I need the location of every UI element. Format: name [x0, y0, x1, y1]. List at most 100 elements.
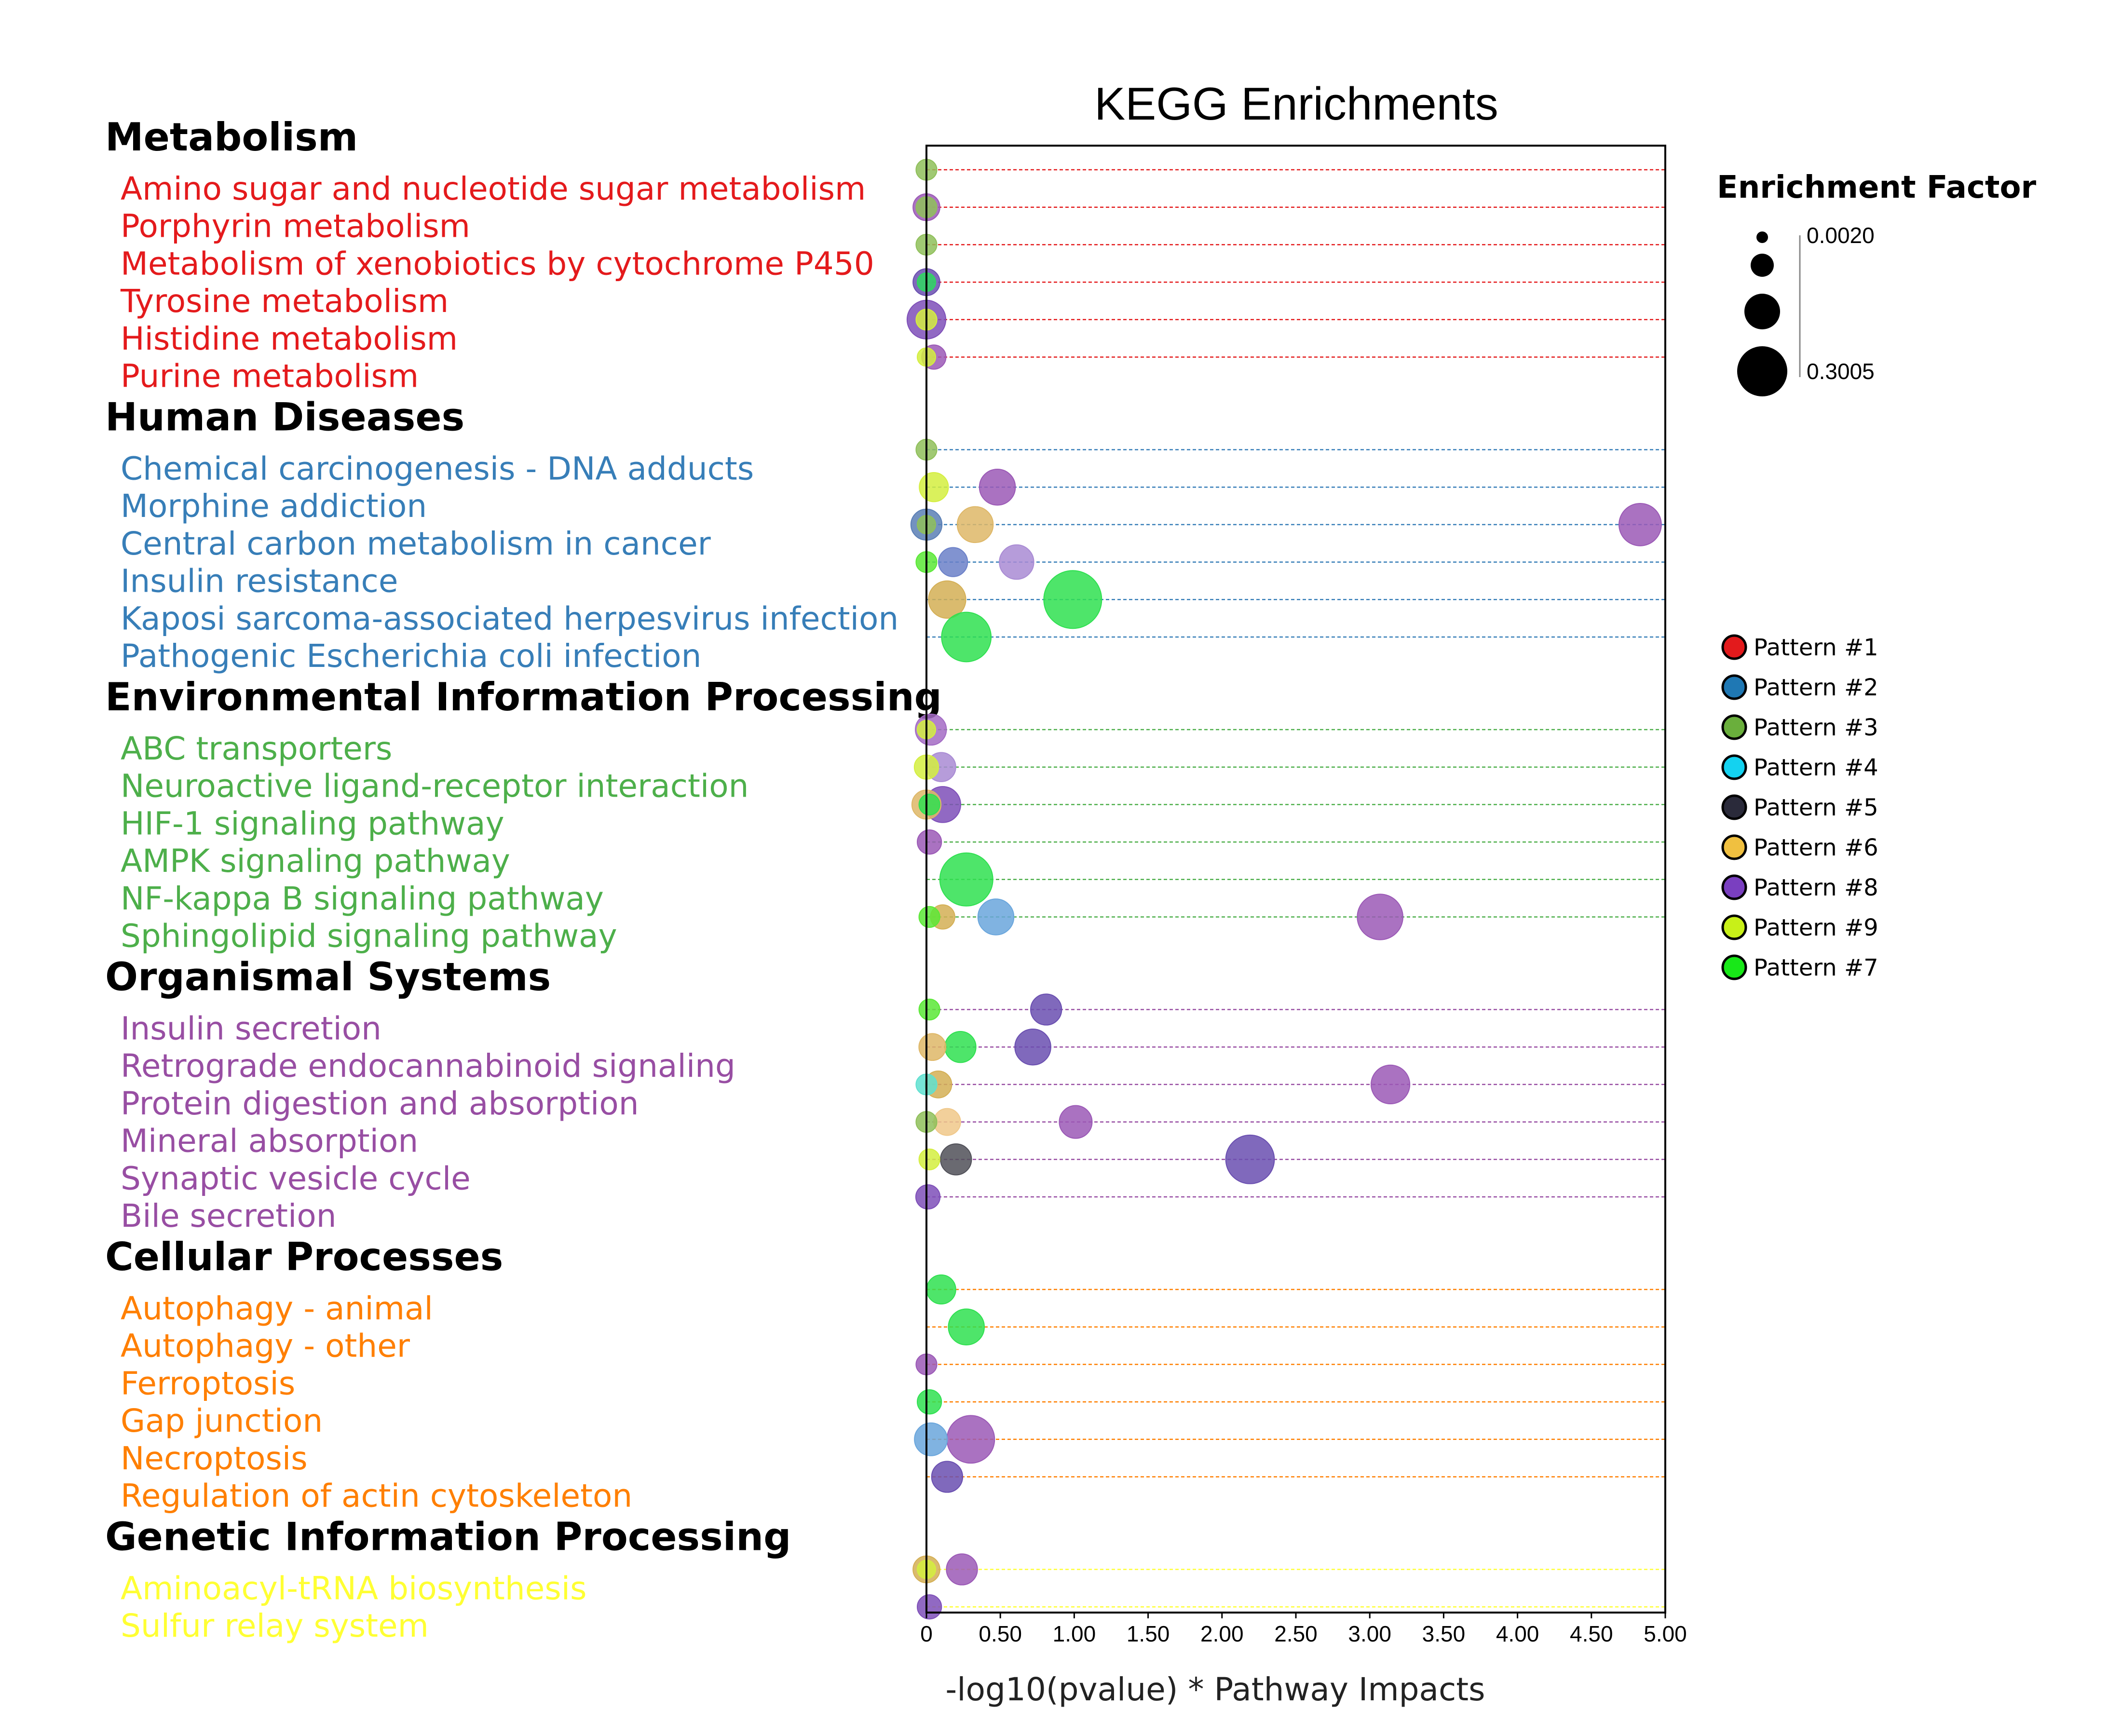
x-tick-label: 3.00 — [1348, 1621, 1391, 1646]
x-tick-label: 0 — [920, 1621, 933, 1646]
pattern-legend-swatch — [1721, 674, 1747, 700]
data-point — [1225, 1134, 1275, 1184]
size-legend-title: Enrichment Factor — [1717, 170, 2036, 205]
pattern-legend-swatch — [1721, 874, 1747, 900]
pattern-legend-label: Pattern #2 — [1754, 674, 1878, 701]
data-point — [1370, 1064, 1411, 1105]
x-tick-label: 5.00 — [1644, 1621, 1687, 1646]
pattern-legend-label: Pattern #6 — [1754, 834, 1878, 861]
category-heading: Human Diseases — [105, 395, 464, 440]
data-point — [1059, 1105, 1093, 1139]
category-heading: Environmental Information Processing — [105, 675, 942, 719]
pathway-label: Metabolism of xenobiotics by cytochrome … — [121, 245, 874, 282]
pathway-label: Neuroactive ligand-receptor interaction — [121, 768, 748, 805]
pathway-label: Purine metabolism — [121, 358, 419, 395]
x-tick-label: 1.50 — [1127, 1621, 1170, 1646]
pattern-legend: Pattern #1 Pattern #2 Pattern #3 Pattern #4… — [1721, 634, 1878, 981]
pathway-label: Kaposi sarcoma-associated herpesvirus in… — [121, 600, 898, 637]
size-legend-max: 0.3005 — [1807, 359, 1875, 384]
pathway-label: Autophagy - other — [121, 1328, 410, 1365]
x-tick-label: 2.50 — [1274, 1621, 1318, 1646]
data-point — [1618, 502, 1662, 546]
data-point — [926, 1274, 956, 1305]
data-point — [941, 611, 992, 663]
data-point — [1357, 894, 1403, 940]
x-tick-label: 1.00 — [1053, 1621, 1096, 1646]
pathway-label: HIF-1 signaling pathway — [121, 805, 504, 842]
data-point — [918, 906, 940, 928]
data-point — [918, 1033, 947, 1061]
data-point — [939, 852, 993, 907]
data-point — [956, 506, 994, 543]
pathway-label: Bile secretion — [121, 1197, 337, 1234]
pathway-label: AMPK signaling pathway — [121, 842, 510, 880]
pattern-legend-swatch — [1721, 754, 1747, 780]
data-point — [917, 1389, 942, 1415]
data-point — [979, 468, 1016, 506]
pathway-label: Tyrosine metabolism — [120, 283, 449, 320]
x-tick-label: 3.50 — [1422, 1621, 1466, 1646]
pathway-label: Ferroptosis — [121, 1365, 295, 1402]
x-tick-label: 2.00 — [1200, 1621, 1244, 1646]
size-legend-circle — [1744, 294, 1780, 329]
data-point — [1043, 570, 1102, 629]
pathway-label: NF-kappa B signaling pathway — [121, 880, 604, 917]
row-guides — [926, 169, 1665, 1608]
pathway-label: Regulation of actin cytoskeleton — [121, 1478, 632, 1515]
category-heading: Metabolism — [105, 115, 358, 160]
pathway-label: Synaptic vesicle cycle — [121, 1160, 471, 1197]
pattern-legend-label: Pattern #5 — [1754, 794, 1878, 821]
pathway-label: Porphyrin metabolism — [121, 208, 470, 245]
pathway-label: Retrograde endocannabinoid signaling — [121, 1047, 735, 1085]
x-axis-label: -log10(pvalue) * Pathway Impacts — [945, 1671, 1485, 1708]
data-point — [917, 829, 942, 855]
data-point — [1014, 1028, 1051, 1066]
data-point — [917, 1594, 942, 1620]
pattern-legend-label: Pattern #7 — [1754, 954, 1878, 981]
pattern-legend-label: Pattern #4 — [1754, 754, 1878, 781]
data-points — [906, 159, 1662, 1620]
data-point — [940, 1143, 972, 1176]
pathway-labels: Metabolism Amino sugar and nucleotide sug… — [105, 115, 942, 1644]
data-point — [948, 1308, 985, 1345]
pathway-label: ABC transporters — [121, 730, 392, 767]
pathway-label: Insulin resistance — [121, 563, 398, 600]
data-point — [944, 1031, 977, 1063]
pattern-legend-swatch — [1721, 914, 1747, 940]
data-point — [915, 1184, 941, 1210]
pathway-label: Mineral absorption — [121, 1123, 418, 1160]
pathway-label: Morphine addiction — [121, 488, 427, 525]
size-legend: Enrichment Factor 0.0020 0.3005 — [1717, 170, 2036, 396]
data-point — [918, 1148, 940, 1170]
pattern-legend-swatch — [1721, 834, 1747, 860]
data-point — [931, 1461, 964, 1493]
x-tick-label: 4.00 — [1496, 1621, 1539, 1646]
x-tick-label: 0.50 — [979, 1621, 1022, 1646]
data-point — [919, 472, 949, 502]
pattern-legend-label: Pattern #1 — [1754, 634, 1878, 661]
pathway-label: Chemical carcinogenesis - DNA adducts — [121, 450, 754, 488]
data-point — [946, 1553, 978, 1586]
pathway-label: Protein digestion and absorption — [121, 1085, 639, 1122]
pattern-legend-swatch — [1721, 794, 1747, 820]
pathway-label: Autophagy - animal — [121, 1290, 433, 1327]
pattern-legend-label: Pattern #9 — [1754, 914, 1878, 941]
data-point — [918, 998, 940, 1021]
pathway-label: Sphingolipid signaling pathway — [121, 918, 617, 955]
pathway-label: Aminoacyl-tRNA biosynthesis — [121, 1570, 586, 1607]
pathway-label: Central carbon metabolism in cancer — [121, 525, 711, 562]
size-legend-circle — [1756, 231, 1768, 243]
data-point — [914, 1422, 948, 1456]
pattern-legend-label: Pattern #3 — [1754, 714, 1878, 741]
chart-title: KEGG Enrichments — [1094, 78, 1498, 130]
category-heading: Cellular Processes — [105, 1234, 503, 1279]
data-point — [977, 898, 1015, 936]
pathway-label: Amino sugar and nucleotide sugar metabol… — [121, 170, 866, 207]
size-legend-circle — [1751, 254, 1774, 277]
size-legend-min: 0.0020 — [1807, 223, 1875, 248]
category-heading: Organismal Systems — [105, 955, 551, 1000]
pathway-label: Sulfur relay system — [121, 1607, 429, 1644]
pattern-legend-swatch — [1721, 954, 1747, 980]
pattern-legend-label: Pattern #8 — [1754, 874, 1878, 901]
